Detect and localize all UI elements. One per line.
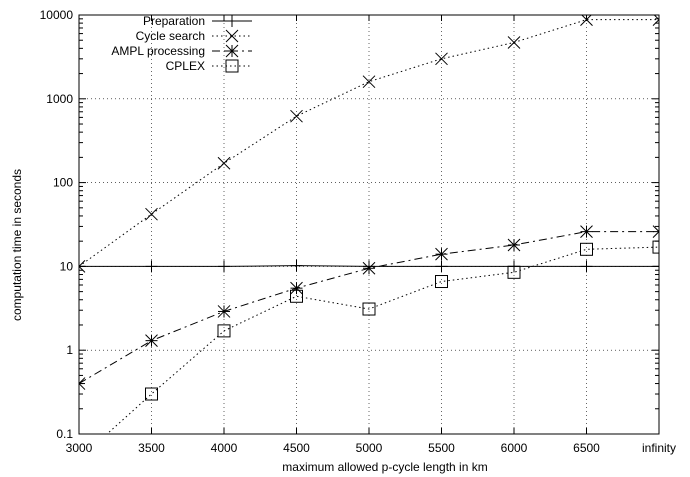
point-ampl-processing	[290, 281, 303, 295]
point-cycle-search	[435, 52, 448, 66]
x-tick-label: 5000	[356, 441, 383, 455]
y-tick-label: 10000	[40, 8, 74, 22]
point-cycle-search	[79, 260, 86, 273]
point-ampl-processing	[79, 377, 86, 390]
series-ampl-processing	[79, 225, 659, 390]
legend-marker	[226, 15, 238, 27]
x-tick-label: infinity	[642, 441, 676, 455]
legend-label: CPLEX	[166, 59, 205, 73]
point-cplex	[290, 289, 303, 303]
legend-item-cycle-search: Cycle search	[136, 29, 252, 43]
legend-marker	[225, 44, 239, 58]
y-tick-label: 1000	[46, 92, 73, 106]
point-cplex	[435, 275, 448, 289]
point-preparation	[79, 260, 85, 273]
point-preparation	[653, 260, 659, 273]
x-tick-label: 6000	[501, 441, 528, 455]
legend-item-ampl-processing: AMPL processing	[111, 44, 252, 58]
x-axis-title: maximum allowed p-cycle length in km	[282, 460, 487, 474]
point-cycle-search	[652, 15, 659, 27]
point-cycle-search	[217, 156, 231, 170]
x-tick-label: 3500	[138, 441, 165, 455]
point-cplex	[362, 302, 376, 316]
legend-item-preparation: Preparation	[143, 14, 252, 28]
y-tick-label: 100	[53, 176, 73, 190]
point-cycle-search	[507, 36, 521, 49]
series-cplex	[106, 240, 659, 434]
legend-label: Preparation	[143, 14, 205, 28]
point-preparation	[290, 259, 303, 272]
point-cplex	[145, 387, 158, 401]
point-preparation	[145, 260, 158, 273]
point-ampl-processing	[217, 305, 231, 318]
point-ampl-processing	[435, 247, 448, 261]
point-preparation	[218, 260, 230, 273]
series-line-cplex	[106, 246, 659, 434]
series	[79, 15, 659, 434]
legend-label: AMPL processing	[111, 44, 205, 58]
x-tick-label: 3000	[66, 441, 93, 455]
point-cycle-search	[290, 109, 303, 123]
y-tick-label: 10	[60, 259, 74, 273]
legend-marker	[225, 59, 239, 73]
x-tick-label: 4500	[283, 441, 310, 455]
plot-frame	[78, 14, 660, 435]
grid	[79, 15, 659, 434]
y-tick-label: 0.1	[56, 427, 73, 441]
point-preparation	[435, 260, 448, 273]
point-ampl-processing	[362, 261, 376, 275]
point-ampl-processing	[145, 334, 158, 348]
point-cplex	[580, 242, 593, 256]
point-preparation	[580, 260, 593, 273]
point-cycle-search	[580, 15, 593, 27]
y-axis-title: computation time in seconds	[10, 169, 24, 321]
y-tick-label: 1	[66, 343, 73, 357]
point-cplex	[652, 240, 659, 254]
point-cplex	[507, 265, 521, 279]
series-line-cycle-search	[79, 19, 659, 267]
point-ampl-processing	[580, 225, 593, 238]
point-ampl-processing	[507, 238, 521, 252]
legend-label: Cycle search	[136, 29, 205, 43]
tick-labels: 3000 3500 4000 4500 5000 5500 6000 6500 infinity…	[40, 8, 676, 455]
series-cycle-search	[79, 15, 659, 273]
point-cycle-search	[362, 75, 376, 89]
x-tick-label: 5500	[428, 441, 455, 455]
legend-item-cplex: CPLEX	[166, 59, 252, 73]
axes	[78, 14, 660, 435]
x-tick-label: 6500	[573, 441, 600, 455]
x-tick-label: 4000	[211, 441, 238, 455]
point-cycle-search	[145, 207, 158, 221]
legend-marker	[225, 29, 239, 43]
point-ampl-processing	[652, 225, 659, 238]
point-cplex	[217, 324, 231, 338]
